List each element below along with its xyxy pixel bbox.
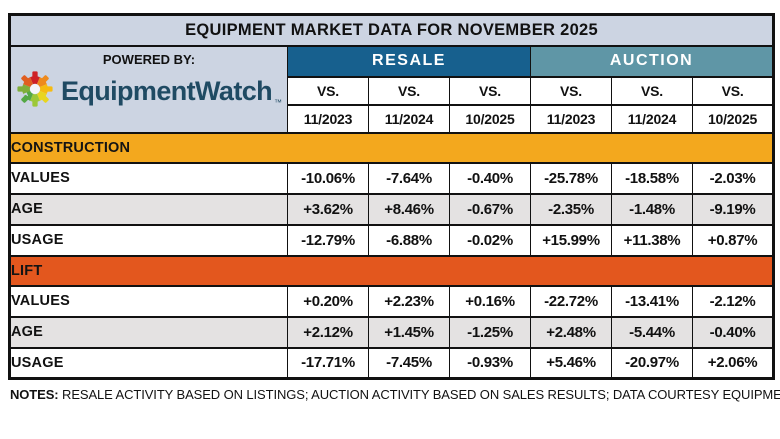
section-header-construction: CONSTRUCTION bbox=[8, 131, 775, 164]
value-cell: +0.87% bbox=[691, 223, 775, 257]
value-cell: -12.79% bbox=[287, 223, 369, 257]
logo-cell: POWERED BY: bbox=[9, 44, 288, 134]
value-cell: +11.38% bbox=[611, 223, 693, 257]
vs-label: VS. bbox=[611, 75, 693, 106]
equipment-market-table: EQUIPMENT MARKET DATA FOR NOVEMBER 2025 … bbox=[8, 13, 780, 402]
value-cell: +2.12% bbox=[287, 315, 369, 349]
date-column-header: 11/2024 bbox=[611, 103, 693, 134]
section-header-lift: LIFT bbox=[8, 254, 775, 287]
vs-label: VS. bbox=[368, 75, 450, 106]
table-row: VALUES +0.20% +2.23% +0.16% -22.72% -13.… bbox=[9, 284, 775, 318]
value-cell: +1.45% bbox=[368, 315, 450, 349]
metric-label: USAGE bbox=[9, 346, 288, 380]
page-title: EQUIPMENT MARKET DATA FOR NOVEMBER 2025 bbox=[8, 13, 775, 47]
gear-logo-icon bbox=[16, 70, 54, 113]
value-cell: +15.99% bbox=[530, 223, 612, 257]
date-column-header: 10/2025 bbox=[691, 103, 775, 134]
value-cell: -7.45% bbox=[368, 346, 450, 380]
value-cell: -18.58% bbox=[611, 161, 693, 195]
value-cell: +2.23% bbox=[368, 284, 450, 318]
value-cell: -0.40% bbox=[691, 315, 775, 349]
powered-by-label: POWERED BY: bbox=[102, 51, 196, 67]
vs-label: VS. bbox=[449, 75, 531, 106]
value-cell: -22.72% bbox=[530, 284, 612, 318]
metric-label: VALUES bbox=[9, 161, 288, 195]
trademark-symbol: ™ bbox=[274, 97, 283, 107]
value-cell: -13.41% bbox=[611, 284, 693, 318]
market-data-table: EQUIPMENT MARKET DATA FOR NOVEMBER 2025 … bbox=[8, 13, 776, 380]
value-cell: -10.06% bbox=[287, 161, 369, 195]
value-cell: -2.12% bbox=[691, 284, 775, 318]
value-cell: +0.20% bbox=[287, 284, 369, 318]
date-column-header: 11/2023 bbox=[287, 103, 369, 134]
table-row: USAGE -17.71% -7.45% -0.93% +5.46% -20.9… bbox=[9, 346, 775, 380]
table-row: USAGE -12.79% -6.88% -0.02% +15.99% +11.… bbox=[9, 223, 775, 257]
date-column-header: 11/2024 bbox=[368, 103, 450, 134]
value-cell: -1.25% bbox=[449, 315, 531, 349]
metric-label: VALUES bbox=[9, 284, 288, 318]
date-row: 11/2023 11/2024 10/2025 11/2023 11/2024 … bbox=[10, 103, 775, 134]
metric-label: AGE bbox=[9, 192, 288, 226]
value-cell: +3.62% bbox=[287, 192, 369, 226]
table-row: VALUES -10.06% -7.64% -0.40% -25.78% -18… bbox=[9, 161, 775, 195]
value-cell: -2.03% bbox=[691, 161, 775, 195]
value-cell: -0.67% bbox=[449, 192, 531, 226]
metric-label: USAGE bbox=[9, 223, 288, 257]
notes-label: NOTES: bbox=[10, 387, 59, 402]
notes-line: NOTES: RESALE ACTIVITY BASED ON LISTINGS… bbox=[10, 387, 780, 402]
value-cell: -5.44% bbox=[611, 315, 693, 349]
date-column-header: 11/2023 bbox=[530, 103, 612, 134]
group-header-auction: AUCTION bbox=[529, 44, 775, 78]
metric-label: AGE bbox=[9, 315, 288, 349]
vs-label: VS. bbox=[530, 75, 612, 106]
value-cell: -20.97% bbox=[611, 346, 693, 380]
value-cell: -7.64% bbox=[368, 161, 450, 195]
value-cell: +2.48% bbox=[530, 315, 612, 349]
value-cell: +2.06% bbox=[691, 346, 775, 380]
vs-row: VS. VS. VS. VS. VS. VS. bbox=[10, 75, 775, 106]
equipmentwatch-logo: EquipmentWatch ™ bbox=[11, 70, 287, 113]
value-cell: -6.88% bbox=[368, 223, 450, 257]
value-cell: -25.78% bbox=[530, 161, 612, 195]
table-row: AGE +2.12% +1.45% -1.25% +2.48% -5.44% -… bbox=[9, 315, 775, 349]
value-cell: +8.46% bbox=[368, 192, 450, 226]
value-cell: -17.71% bbox=[287, 346, 369, 380]
value-cell: -0.02% bbox=[449, 223, 531, 257]
value-cell: -1.48% bbox=[611, 192, 693, 226]
notes-text: RESALE ACTIVITY BASED ON LISTINGS; AUCTI… bbox=[62, 387, 780, 402]
value-cell: +0.16% bbox=[449, 284, 531, 318]
table-row: AGE +3.62% +8.46% -0.67% -2.35% -1.48% -… bbox=[9, 192, 775, 226]
value-cell: -0.40% bbox=[449, 161, 531, 195]
date-column-header: 10/2025 bbox=[449, 103, 531, 134]
value-cell: -0.93% bbox=[449, 346, 531, 380]
group-header-resale: RESALE bbox=[287, 44, 531, 78]
vs-label: VS. bbox=[287, 75, 369, 106]
logo-text: EquipmentWatch bbox=[60, 75, 273, 106]
value-cell: +5.46% bbox=[530, 346, 612, 380]
vs-label: VS. bbox=[691, 75, 775, 106]
value-cell: -2.35% bbox=[530, 192, 612, 226]
value-cell: -9.19% bbox=[691, 192, 775, 226]
